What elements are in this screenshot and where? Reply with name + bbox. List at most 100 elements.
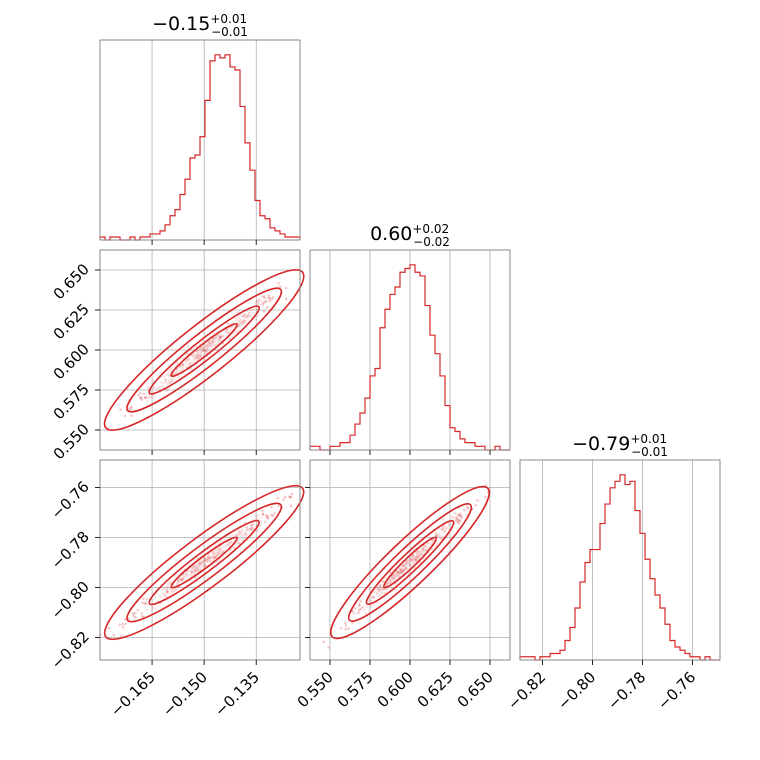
sample-point (206, 556, 210, 559)
sample-point (417, 556, 421, 559)
sample-point (225, 328, 228, 332)
sample-point (393, 576, 396, 580)
sample-point (415, 558, 418, 562)
sample-point (207, 557, 211, 561)
sample-point (327, 646, 330, 649)
sample-point (245, 314, 249, 317)
sample-point (196, 567, 199, 571)
sample-point (409, 557, 413, 561)
contour-level-0 (383, 536, 437, 589)
sample-point (359, 600, 362, 603)
sample-point (207, 341, 211, 345)
sample-point (396, 572, 400, 575)
sample-point (249, 523, 253, 527)
sample-point (372, 603, 376, 607)
sample-point (131, 612, 135, 615)
sample-point (200, 346, 204, 349)
sample-point (248, 311, 251, 314)
sample-point (282, 498, 285, 502)
sample-point (239, 319, 243, 322)
y-tick-label: −0.76 (48, 478, 93, 523)
sample-point (214, 336, 218, 339)
sample-point (198, 561, 202, 565)
sample-point (165, 588, 169, 591)
sample-point (194, 568, 198, 572)
sample-point (421, 547, 424, 551)
sample-point (422, 549, 425, 553)
sample-point (122, 625, 125, 629)
sample-point (185, 572, 189, 576)
sample-point (200, 561, 204, 565)
sample-point (402, 564, 406, 568)
sample-point (218, 547, 221, 550)
sample-point (404, 567, 407, 570)
sample-point (181, 363, 185, 366)
sample-point (434, 534, 438, 538)
sample-point (263, 299, 267, 303)
sample-point (457, 521, 460, 525)
sample-point (235, 534, 239, 538)
sample-point (262, 310, 266, 313)
sample-point (196, 349, 200, 352)
sample-point (238, 530, 242, 534)
sample-point (244, 531, 247, 535)
sample-point (217, 335, 221, 339)
sample-point (170, 378, 174, 381)
sample-point (196, 354, 200, 357)
sample-point (215, 336, 218, 340)
sample-point (396, 573, 399, 577)
sample-point (198, 561, 201, 565)
sample-point (392, 576, 395, 580)
sample-point (231, 533, 234, 537)
sample-point (378, 584, 382, 587)
x-tick-label: −0.165 (107, 668, 159, 720)
sample-point (143, 396, 147, 400)
sample-point (358, 603, 361, 606)
sample-point (379, 588, 383, 592)
sample-point (403, 567, 407, 570)
sample-point (205, 344, 208, 348)
sample-point (205, 561, 208, 564)
sample-point (207, 344, 211, 348)
sample-point (377, 588, 381, 592)
sample-point (193, 569, 197, 572)
sample-point (218, 546, 221, 550)
sample-point (215, 550, 219, 554)
sample-point (258, 524, 262, 527)
sample-point (451, 517, 455, 521)
sample-point (200, 564, 204, 568)
sample-point (193, 570, 197, 574)
sample-point (404, 562, 408, 565)
sample-point (186, 358, 190, 362)
sample-point (383, 591, 386, 595)
sample-point (166, 373, 169, 376)
sample-point (419, 549, 422, 553)
sample-point (260, 299, 263, 303)
sample-point (140, 612, 144, 615)
sample-point (194, 565, 197, 568)
x-tick-label: −0.135 (211, 668, 263, 720)
sample-point (219, 335, 223, 339)
sample-point (421, 547, 425, 551)
panel-frame (519, 459, 721, 661)
sample-point (225, 545, 229, 549)
sample-point (260, 516, 263, 519)
title-median: −0.79 (572, 433, 630, 455)
sample-point (150, 606, 154, 609)
sample-point (173, 574, 177, 578)
sample-point (194, 354, 198, 358)
sample-point (242, 313, 246, 317)
sample-point (369, 596, 373, 599)
sample-point (372, 591, 376, 594)
sample-point (169, 582, 172, 586)
sample-point (208, 342, 211, 346)
sample-point (418, 553, 421, 557)
sample-point (403, 568, 406, 572)
sample-point (170, 581, 173, 584)
sample-point (218, 338, 221, 342)
sample-point (204, 348, 207, 352)
sample-point (389, 580, 393, 584)
sample-point (212, 341, 216, 344)
sample-point (124, 622, 127, 626)
sample-point (250, 309, 253, 312)
